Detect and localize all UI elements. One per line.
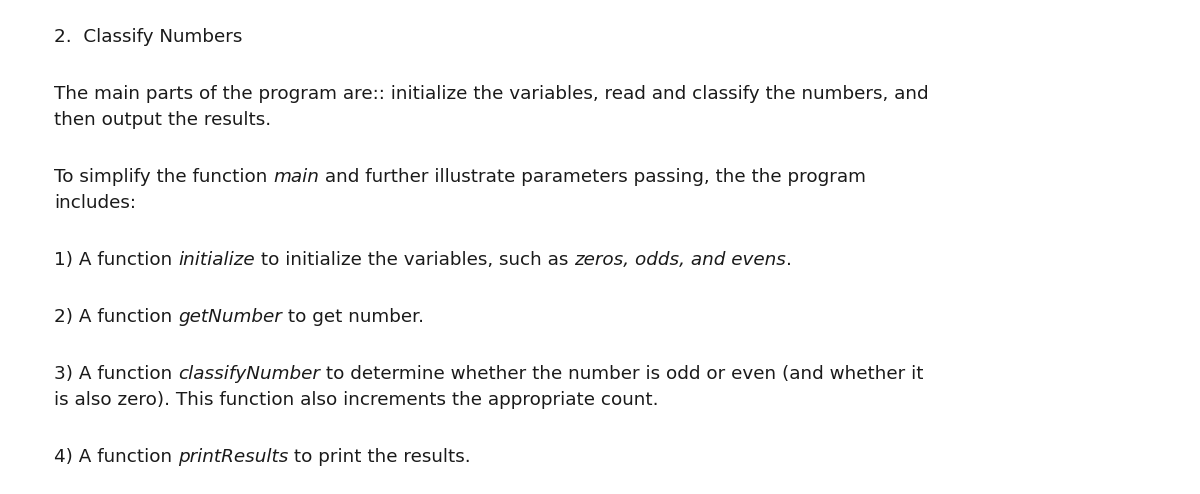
Text: initialize: initialize <box>178 251 254 269</box>
Text: 2.  Classify Numbers: 2. Classify Numbers <box>54 28 242 46</box>
Text: printResults: printResults <box>178 448 288 466</box>
Text: zeros, odds, and evens: zeros, odds, and evens <box>574 251 786 269</box>
Text: 3) A function: 3) A function <box>54 365 178 383</box>
Text: then output the results.: then output the results. <box>54 111 271 129</box>
Text: to get number.: to get number. <box>282 308 424 326</box>
Text: to print the results.: to print the results. <box>288 448 470 466</box>
Text: .: . <box>786 251 792 269</box>
Text: to initialize the variables, such as: to initialize the variables, such as <box>254 251 574 269</box>
Text: getNumber: getNumber <box>178 308 282 326</box>
Text: to determine whether the number is odd or even (and whether it: to determine whether the number is odd o… <box>320 365 924 383</box>
Text: To simplify the function: To simplify the function <box>54 168 274 186</box>
Text: and further illustrate parameters passing, the the program: and further illustrate parameters passin… <box>319 168 866 186</box>
Text: main: main <box>274 168 319 186</box>
Text: includes:: includes: <box>54 194 136 212</box>
Text: 1) A function: 1) A function <box>54 251 178 269</box>
Text: The main parts of the program are:: initialize the variables, read and classify : The main parts of the program are:: init… <box>54 85 929 103</box>
Text: is also zero). This function also increments the appropriate count.: is also zero). This function also increm… <box>54 391 659 409</box>
Text: 4) A function: 4) A function <box>54 448 178 466</box>
Text: classifyNumber: classifyNumber <box>178 365 320 383</box>
Text: 2) A function: 2) A function <box>54 308 178 326</box>
